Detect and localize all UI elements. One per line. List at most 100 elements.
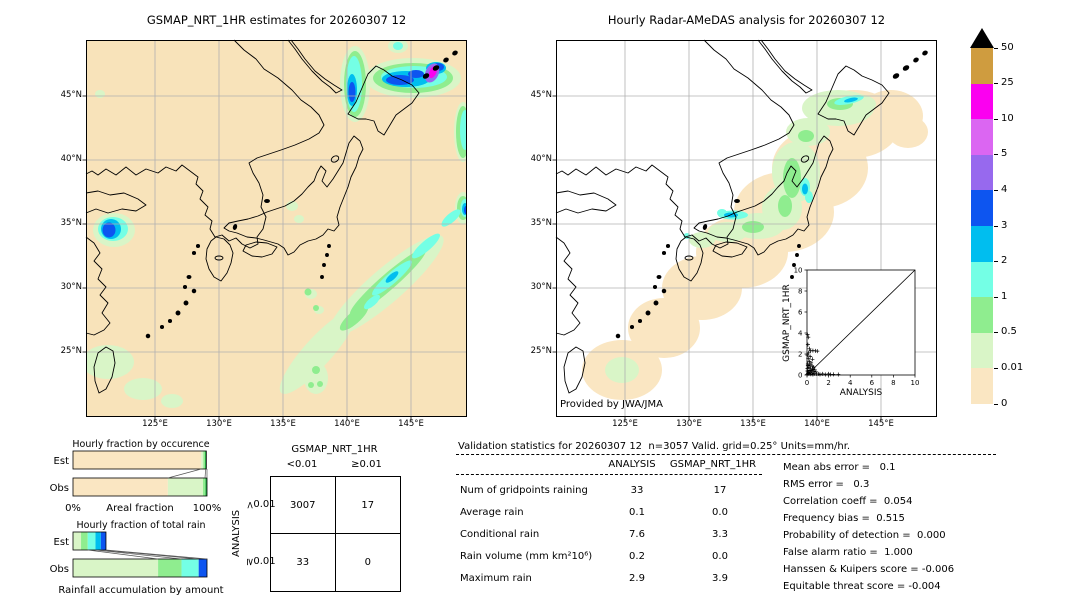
contingency-cell-hits-dry: 3007: [271, 477, 336, 534]
stats-analysis-value: 0.1: [629, 507, 645, 518]
inset-y-axis-label: GSMAP_NRT_1HR: [782, 284, 792, 362]
bar-segment: [202, 478, 206, 496]
colorbar-tick-label: 0.01: [1001, 361, 1024, 373]
precip-blob: [312, 366, 320, 374]
island: [167, 318, 173, 324]
colorbar: [971, 48, 993, 404]
lon-tick-label: 125°E: [142, 419, 168, 429]
grid-layer: [86, 40, 467, 417]
lat-tick-label: 40°N: [530, 154, 552, 164]
lon-tick-label: 130°E: [676, 419, 702, 429]
precip-blob: [313, 305, 319, 311]
coastline: [675, 236, 704, 282]
contingency-table: 3007 17 33 0: [270, 476, 401, 592]
colorbar-segment: [971, 48, 993, 84]
contingency-col-label-ge: ≥0.01: [351, 459, 382, 470]
left-map-title: GSMAP_NRT_1HR estimates for 20260307 12: [146, 13, 407, 27]
island: [145, 333, 151, 339]
coastline-layer: [555, 39, 928, 394]
island: [232, 224, 238, 230]
stats-row-label: Average rain: [460, 507, 524, 518]
inset-x-tick-label: 4: [848, 379, 853, 387]
island: [629, 324, 635, 330]
contingency-row-label-lt: <0.01: [244, 476, 276, 533]
stats-gsmap-value: 0.0: [712, 551, 728, 562]
colorbar-tick-label: 0.5: [1001, 326, 1017, 338]
gsmap-estimate-map: [82, 39, 467, 421]
coastline: [85, 190, 147, 214]
colorbar-tick: [994, 154, 998, 156]
contingency-cell-false: 17: [335, 477, 400, 534]
stats-metric-line: False alarm ratio = 1.000: [783, 547, 913, 558]
island: [800, 155, 810, 163]
colorbar-segment: [971, 332, 993, 369]
bar-segment: [204, 451, 207, 469]
bar-segment: [73, 451, 202, 469]
lat-tick-label: 35°N: [60, 218, 82, 228]
contingency-cell-hits-rain: 0: [364, 557, 371, 568]
precip-blob: [408, 70, 424, 78]
island: [795, 253, 799, 257]
bar-segment: [181, 559, 199, 577]
totalrain-bars: [72, 531, 208, 578]
coastline: [555, 190, 617, 214]
colorbar-tick: [994, 403, 998, 405]
island: [422, 73, 430, 79]
precip-blob: [308, 382, 314, 388]
stats-metric-line: Mean abs error = 0.1: [783, 462, 896, 473]
lon-tick-label: 135°E: [740, 419, 766, 429]
island: [320, 275, 324, 279]
lt-symbol: <: [244, 500, 256, 510]
colorbar-segment: [971, 190, 993, 226]
radar-amedas-map: 00 2 2 4 4 6 6 8 8 10 10 ANALYSIS GSMAP_NRT_1HR: [552, 39, 937, 421]
island: [191, 288, 197, 294]
precip-blob: [161, 394, 183, 408]
stats-analysis-value: 7.6: [629, 529, 645, 540]
island: [734, 199, 740, 203]
island: [195, 243, 201, 249]
coastline: [563, 346, 586, 394]
inset-y-tick-label: 2: [798, 351, 802, 359]
island: [790, 275, 794, 279]
axis-ticks: [552, 95, 882, 421]
island: [913, 57, 919, 63]
island: [330, 155, 340, 163]
stats-gsmap-value: 0.0: [712, 507, 728, 518]
row-label-value: 0.01: [253, 499, 276, 510]
inset-y-tick-label: 10: [794, 267, 803, 275]
stats-metric-line: Equitable threat score = -0.004: [783, 581, 941, 592]
island: [892, 73, 900, 79]
lon-tick-label: 135°E: [270, 419, 296, 429]
bar-segment: [203, 451, 205, 469]
stats-row-label: Rain volume (mm km²10⁶): [460, 551, 593, 562]
contingency-col-title: GSMAP_NRT_1HR: [291, 444, 378, 455]
occurrence-bars: [72, 450, 208, 497]
stats-header-divider: [456, 474, 762, 475]
island: [186, 274, 192, 280]
identity-line: [806, 269, 916, 376]
precip-blob: [798, 130, 814, 142]
contingency-row-label-ge: ≥0.01: [244, 533, 276, 590]
right-map-title: Hourly Radar-AMeDAS analysis for 2026030…: [607, 13, 886, 27]
contingency-cell-miss: 33: [271, 534, 336, 591]
bar-segment: [201, 451, 204, 469]
bar-frame: [72, 450, 207, 470]
inset-y-tick-label: 4: [798, 330, 803, 338]
island: [159, 324, 165, 330]
island: [653, 300, 659, 306]
coastline: [223, 135, 364, 256]
precip-blob: [317, 381, 323, 387]
stats-title: Validation statistics for 20260307 12 n=…: [458, 441, 851, 452]
island: [327, 244, 331, 248]
stats-metric-line: Frequency bias = 0.515: [783, 513, 905, 524]
connector-line: [204, 468, 207, 479]
lat-tick-label: 40°N: [60, 154, 82, 164]
bar-segment: [167, 478, 203, 496]
coastline: [93, 346, 116, 394]
colorbar-segment: [971, 226, 993, 262]
coastline: [85, 236, 111, 336]
row-label-value: 0.01: [253, 556, 276, 567]
inset-y-tick-label: 6: [798, 309, 803, 317]
stats-row-label: Conditional rain: [460, 529, 540, 540]
axis-ticks: [82, 95, 412, 421]
